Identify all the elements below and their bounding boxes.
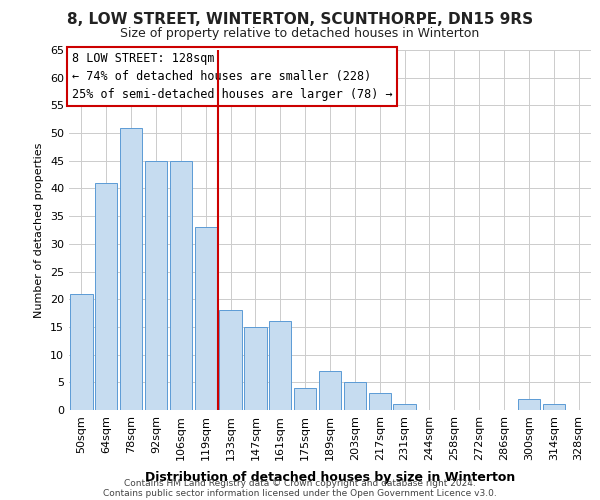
Bar [319,371,341,410]
Bar [542,404,565,410]
Bar [294,388,316,410]
Bar [194,227,217,410]
Bar [344,382,366,410]
Bar [70,294,92,410]
Bar [220,310,242,410]
Bar [120,128,142,410]
Bar [269,322,292,410]
Bar [368,394,391,410]
Text: 8 LOW STREET: 128sqm
← 74% of detached houses are smaller (228)
25% of semi-deta: 8 LOW STREET: 128sqm ← 74% of detached h… [71,52,392,101]
Y-axis label: Number of detached properties: Number of detached properties [34,142,44,318]
Bar [145,161,167,410]
Bar [518,399,540,410]
Text: 8, LOW STREET, WINTERTON, SCUNTHORPE, DN15 9RS: 8, LOW STREET, WINTERTON, SCUNTHORPE, DN… [67,12,533,28]
Bar [244,327,266,410]
Bar [95,183,118,410]
X-axis label: Distribution of detached houses by size in Winterton: Distribution of detached houses by size … [145,471,515,484]
Bar [394,404,416,410]
Text: Contains public sector information licensed under the Open Government Licence v3: Contains public sector information licen… [103,488,497,498]
Bar [170,161,192,410]
Text: Contains HM Land Registry data © Crown copyright and database right 2024.: Contains HM Land Registry data © Crown c… [124,478,476,488]
Text: Size of property relative to detached houses in Winterton: Size of property relative to detached ho… [121,28,479,40]
